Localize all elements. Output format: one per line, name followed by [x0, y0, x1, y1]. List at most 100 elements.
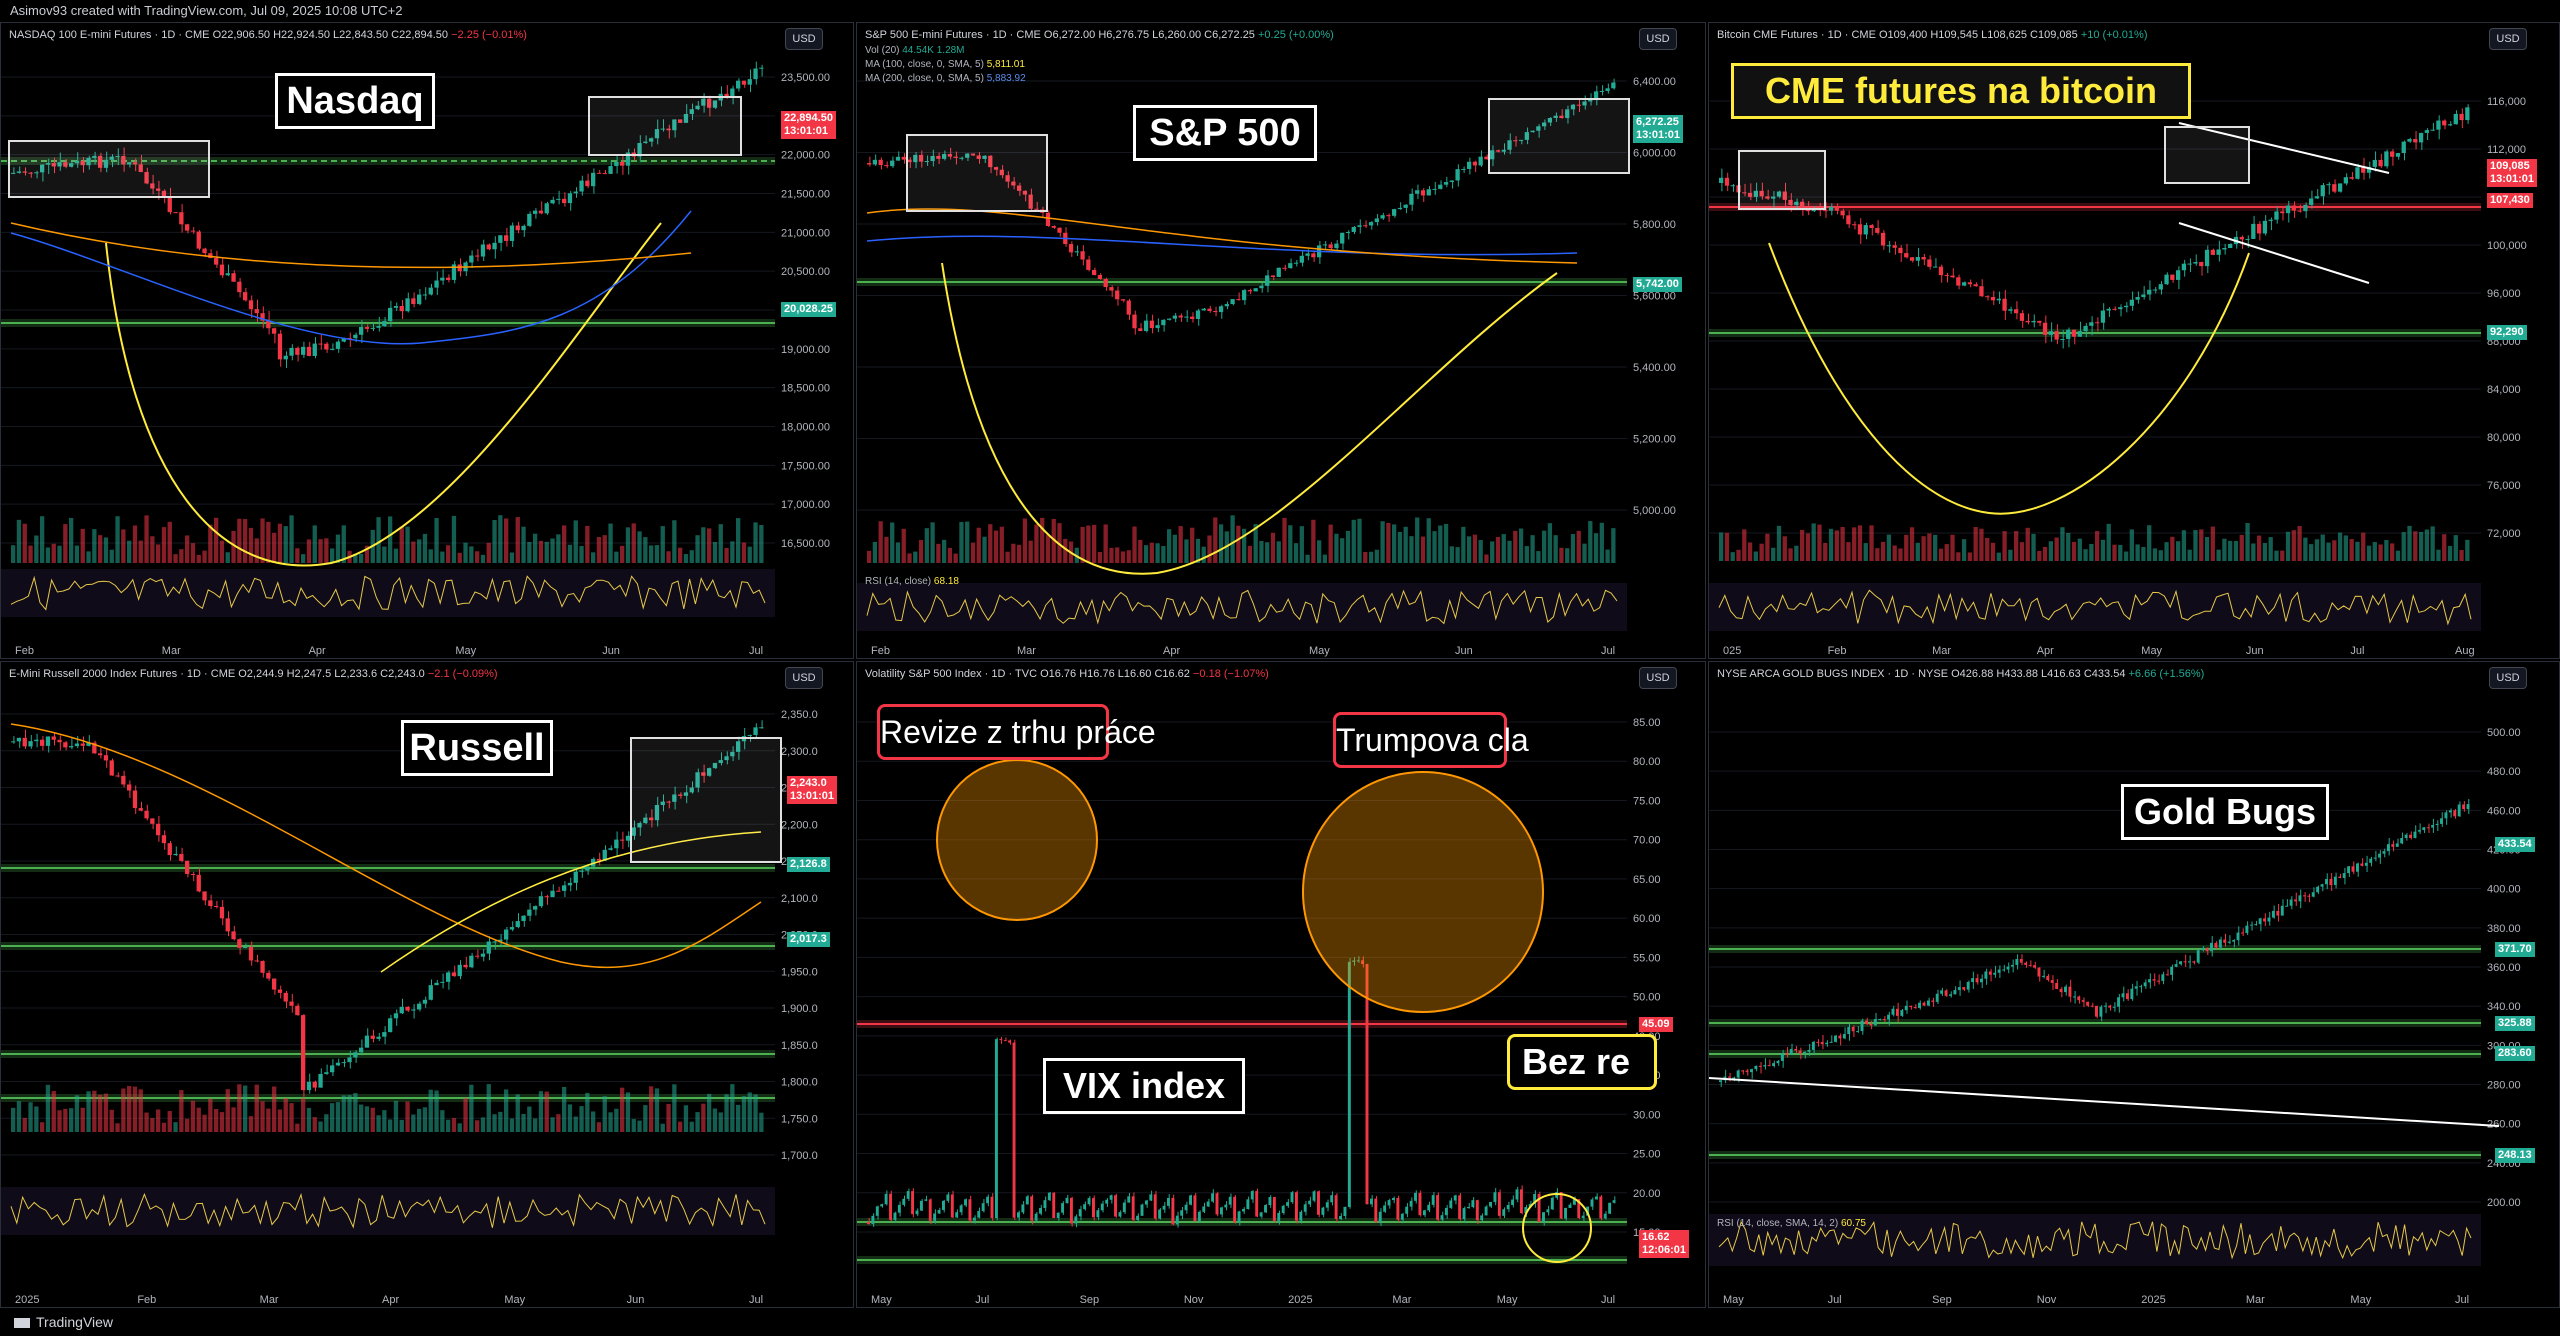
currency-button[interactable]: USD: [785, 28, 823, 50]
candle-body: [707, 768, 712, 776]
candle-body: [1039, 1207, 1042, 1214]
x-axis-label: May: [2350, 1294, 2371, 1306]
volume-bar: [1063, 538, 1068, 563]
candle-body: [399, 1006, 404, 1014]
candle-body: [1501, 149, 1506, 152]
volume-bar: [602, 535, 607, 563]
candle-body: [895, 156, 901, 161]
volume-bar: [1028, 540, 1033, 563]
y-axis-label: 2,300.0: [781, 746, 818, 758]
candle-body: [1195, 310, 1201, 319]
candle-body: [1979, 286, 1984, 297]
candle-body: [2349, 177, 2354, 179]
volume-bar: [167, 521, 172, 563]
volume-bar: [1875, 548, 1880, 561]
volume-bar: [1565, 548, 1570, 563]
volume-bar: [2181, 530, 2187, 561]
volume-bar: [1747, 542, 1753, 561]
candle-body: [2108, 1005, 2112, 1008]
volume-bar: [741, 1096, 747, 1132]
volume-bar: [527, 1106, 532, 1132]
x-axis-label: Sep: [1080, 1294, 1100, 1306]
panel-russell[interactable]: 2,350.02,300.02,250.02,200.02,150.02,100…: [0, 661, 854, 1308]
candle-body: [1171, 1197, 1175, 1225]
currency-button[interactable]: USD: [1639, 667, 1677, 689]
currency-button[interactable]: USD: [2489, 667, 2527, 689]
volume-bar: [2268, 537, 2273, 561]
spx-chart[interactable]: 6,400.006,000.005,800.005,600.005,400.00…: [857, 23, 1706, 659]
volume-bar: [867, 550, 872, 563]
candle-body: [1961, 282, 1967, 286]
candle-body: [11, 172, 16, 174]
candle-body: [1161, 319, 1166, 326]
y-axis-label: 17,500.00: [781, 460, 830, 472]
volume-bar: [1005, 551, 1010, 563]
candle-body: [527, 909, 532, 916]
candle-body: [272, 328, 277, 334]
y-axis-label: 75.00: [1633, 795, 1661, 807]
candle-body: [388, 307, 393, 322]
brand-text: TradingView: [36, 1314, 114, 1330]
candle-body: [1612, 1200, 1616, 1203]
panel-gold[interactable]: 500.00480.00460.00420.00400.00380.00360.…: [1708, 661, 2560, 1308]
candle-body: [2314, 196, 2320, 199]
volume-bar: [1380, 521, 1385, 563]
currency-button[interactable]: USD: [1639, 28, 1677, 50]
candle-body: [573, 191, 578, 194]
candle-body: [1846, 215, 1851, 225]
candle-body: [45, 163, 51, 165]
candle-body: [2240, 932, 2244, 934]
volume-bar: [156, 544, 161, 563]
x-axis-label: Feb: [1828, 645, 1847, 657]
panel-nasdaq[interactable]: 23,500.0023,000.0022,000.0021,500.0021,0…: [0, 22, 854, 659]
candle-body: [1322, 244, 1328, 246]
volume-bar: [469, 546, 474, 563]
vix-chart[interactable]: 85.0080.0075.0070.0065.0060.0055.0050.00…: [857, 662, 1706, 1308]
rsi-pane: [1709, 583, 2481, 631]
candle-body: [2147, 289, 2152, 295]
btc-callout: CME futures na bitcoin: [1731, 63, 2191, 119]
y-axis-label: 2,350.0: [781, 709, 818, 721]
candle-body: [74, 160, 80, 164]
gold-chart[interactable]: 500.00480.00460.00420.00400.00380.00360.…: [1709, 662, 2560, 1308]
volume-bar: [86, 551, 91, 563]
candle-body: [2258, 918, 2262, 925]
y-axis-label: 18,500.00: [781, 383, 830, 395]
panel-spx[interactable]: 6,400.00 6,000.00 5,800.00 5,600.00 5,400.00…: [856, 22, 1706, 659]
candle-body: [2465, 107, 2470, 121]
y-axis-label: 480.00: [2487, 766, 2521, 778]
currency-button[interactable]: USD: [785, 667, 823, 689]
btc-chart[interactable]: 116,000112,000104,000100,00096,00088,000…: [1709, 23, 2560, 659]
candle-body: [1436, 1195, 1440, 1220]
nasdaq-chart[interactable]: 23,500.0023,000.0022,000.0021,500.0021,0…: [1, 23, 854, 659]
volume-bar: [109, 549, 114, 563]
panel-vix[interactable]: 85.00 80.00 75.00 70.00 65.00 60.00 55.00 50.00…: [856, 661, 1706, 1308]
candle-body: [1502, 1209, 1506, 1216]
candle-body: [1236, 299, 1241, 301]
candle-body: [393, 1013, 399, 1019]
candle-body: [2081, 1000, 2085, 1002]
candle-body: [318, 1073, 323, 1088]
candle-body: [1467, 1206, 1470, 1209]
candle-body: [1875, 228, 1880, 233]
panel-btc[interactable]: 116,000112,000104,000100,00096,00088,000…: [1708, 22, 2560, 659]
volume-bar: [1126, 550, 1131, 563]
volume-bar: [1386, 522, 1391, 563]
candle-body: [2222, 248, 2227, 250]
volume-bar: [993, 530, 999, 563]
candle-body: [1325, 1202, 1329, 1208]
volume-bar: [1753, 551, 1758, 561]
candle-body: [2378, 853, 2382, 858]
candle-body: [1003, 1040, 1007, 1042]
candle-body: [480, 953, 486, 957]
volume-bar: [2158, 550, 2163, 561]
candle-body: [1138, 328, 1143, 332]
candle-body: [2002, 298, 2007, 311]
y-axis-label: 17,000.00: [781, 499, 830, 511]
volume-bar: [1057, 523, 1062, 563]
currency-button[interactable]: USD: [2489, 28, 2527, 50]
russell-chart[interactable]: 2,350.02,300.02,250.02,200.02,150.02,100…: [1, 662, 854, 1308]
candle-body: [225, 918, 230, 932]
volume-bar: [1305, 554, 1310, 563]
y-axis-label: 2,100.0: [781, 893, 818, 905]
